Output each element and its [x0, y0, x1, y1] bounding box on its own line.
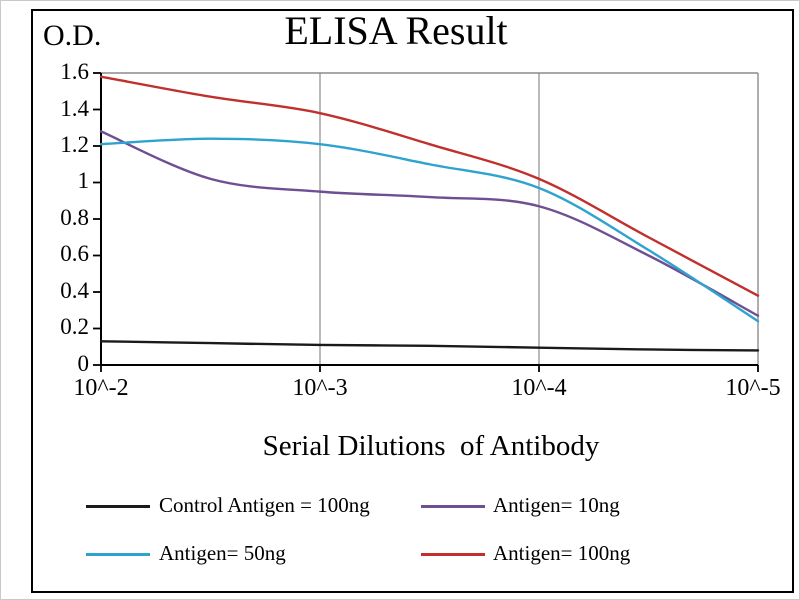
- y-tick-label: 1.6: [60, 59, 89, 84]
- y-tick-label: 1.4: [60, 96, 89, 121]
- gridlines: [319, 73, 540, 365]
- y-tick-label: 0.2: [60, 314, 89, 339]
- x-tick-label: 10^-2: [73, 375, 129, 401]
- y-tick-label: 0.4: [60, 278, 89, 303]
- series-line-2: [99, 137, 760, 323]
- y-tick-label: 1: [77, 168, 90, 193]
- legend-label-antigen-50ng: Antigen= 50ng: [159, 541, 286, 565]
- legend-line-control-antigen: [86, 505, 150, 508]
- x-tick-label: 10^-3: [292, 375, 348, 401]
- series-lines: [99, 75, 760, 352]
- legend-label-control-antigen: Control Antigen = 100ng: [159, 493, 370, 517]
- axes: [100, 73, 758, 366]
- chart-title: ELISA Result: [284, 8, 508, 53]
- x-tick-label: 10^-5: [725, 375, 781, 401]
- x-tick-label: 10^-4: [511, 375, 567, 401]
- y-tick-label: 0: [77, 351, 90, 376]
- x-axis-title: Serial Dilutions of Antibody: [262, 430, 600, 462]
- chart-outer-frame: [31, 9, 794, 593]
- y-tick-label: 0.8: [60, 205, 89, 230]
- series-line-3: [99, 75, 760, 297]
- plot-border: [101, 72, 759, 365]
- legend-label-antigen-100ng: Antigen= 100ng: [493, 541, 631, 565]
- legend-line-antigen-100ng: [421, 553, 485, 556]
- legend-line-antigen-50ng: [86, 553, 150, 556]
- y-tick-label: 0.6: [60, 241, 89, 266]
- series-line-0: [99, 340, 760, 352]
- y-tick-label: 1.2: [60, 132, 89, 157]
- y-axis-title: O.D.: [43, 19, 102, 52]
- legend-label-antigen-10ng: Antigen= 10ng: [493, 493, 620, 517]
- x-tick-marks: [100, 365, 759, 372]
- legend-line-antigen-10ng: [421, 505, 485, 508]
- series-line-1: [99, 130, 760, 317]
- y-tick-marks: [93, 72, 101, 366]
